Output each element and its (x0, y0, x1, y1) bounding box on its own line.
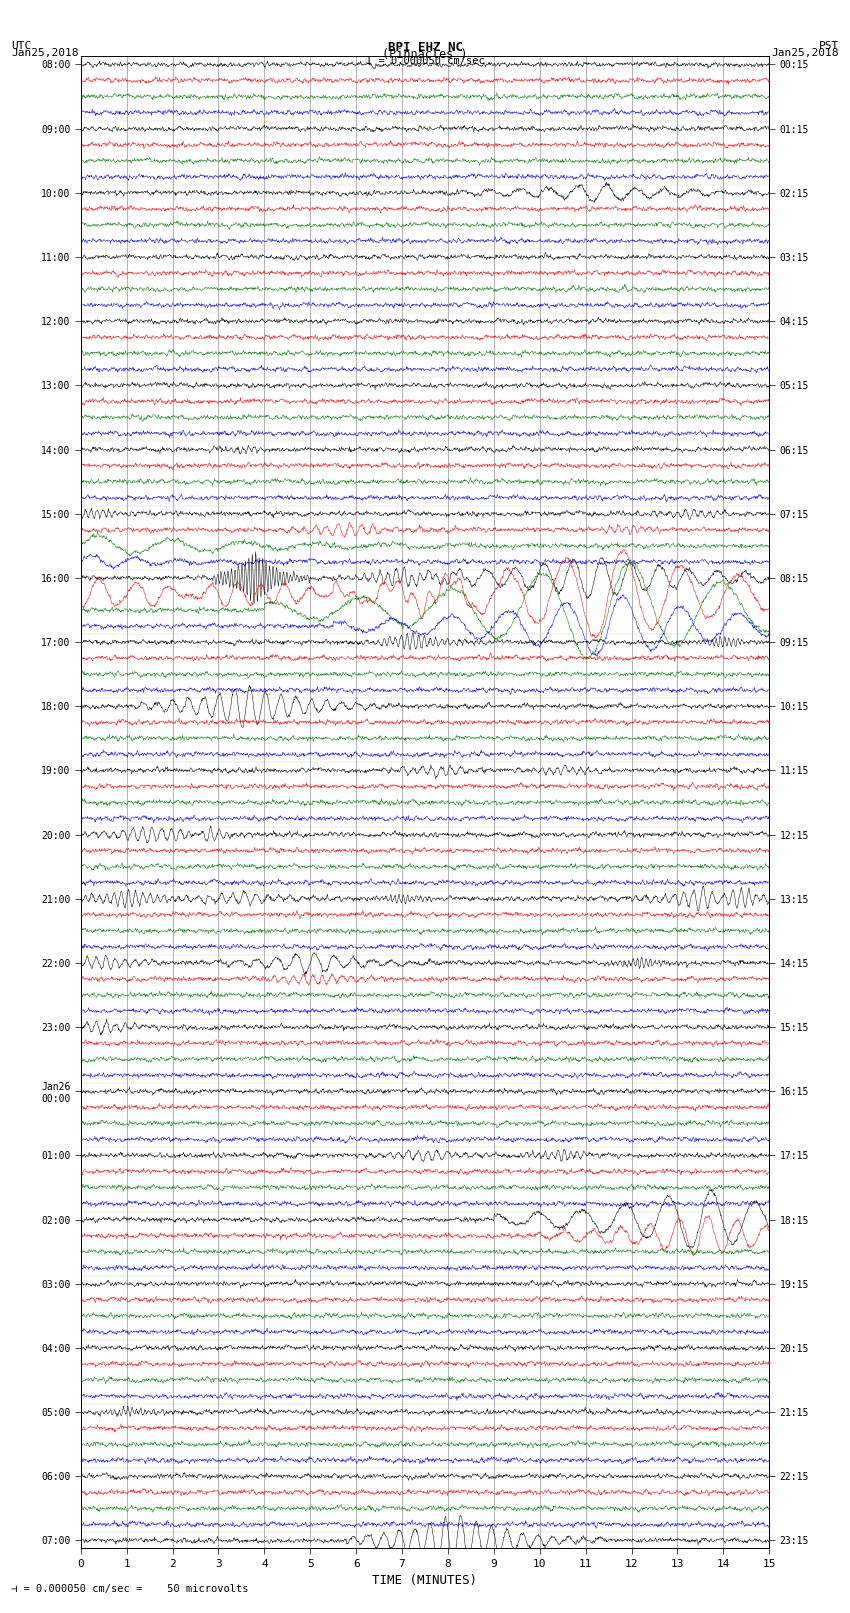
Text: Jan25,2018: Jan25,2018 (772, 48, 839, 58)
X-axis label: TIME (MINUTES): TIME (MINUTES) (372, 1574, 478, 1587)
Text: (Pinnacles ): (Pinnacles ) (382, 48, 468, 61)
Text: ⊣ = 0.000050 cm/sec =    50 microvolts: ⊣ = 0.000050 cm/sec = 50 microvolts (11, 1584, 248, 1594)
Text: BPI EHZ NC: BPI EHZ NC (388, 40, 462, 55)
Text: Jan25,2018: Jan25,2018 (11, 48, 78, 58)
Text: I = 0.000050 cm/sec: I = 0.000050 cm/sec (366, 56, 484, 66)
Text: UTC: UTC (11, 40, 31, 52)
Text: PST: PST (819, 40, 839, 52)
